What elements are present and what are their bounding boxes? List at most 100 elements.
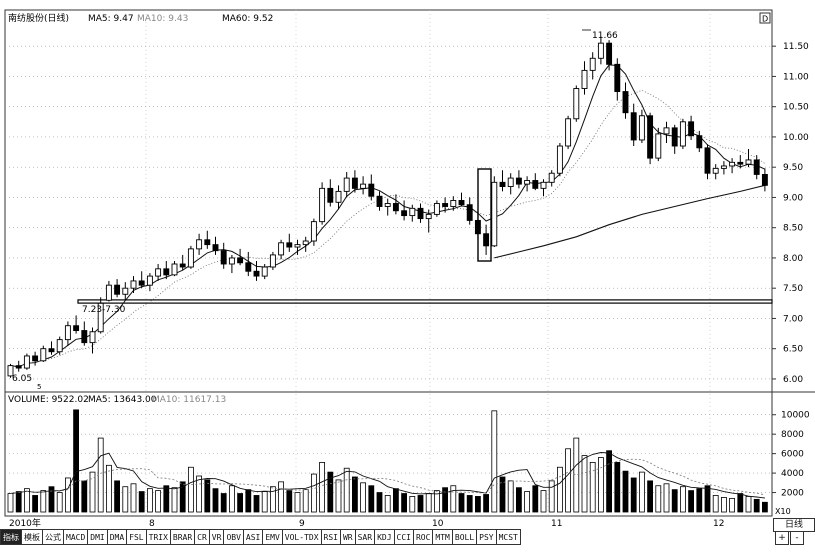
candle-body xyxy=(499,181,506,187)
indicator-tab[interactable]: VR xyxy=(209,529,225,545)
volume-bar xyxy=(106,464,112,513)
candle-body xyxy=(622,91,629,114)
price-tick-label: 10.00 xyxy=(783,133,809,143)
volume-bar xyxy=(417,495,424,513)
candle-body xyxy=(81,330,88,344)
month-label-oct: 10 xyxy=(432,519,444,529)
indicator-tab[interactable]: ASI xyxy=(243,529,264,545)
candle-body xyxy=(573,88,580,120)
candle-body xyxy=(245,262,252,272)
candle-body xyxy=(97,302,104,333)
indicator-tab[interactable]: TRIX xyxy=(146,529,171,545)
candle-body xyxy=(524,180,531,185)
candle-body xyxy=(228,257,235,265)
volume-bar xyxy=(507,480,514,513)
candle-body xyxy=(269,254,276,268)
month-label-nov: 11 xyxy=(551,519,562,529)
candle-body xyxy=(401,210,408,217)
price-tick-label: 6.50 xyxy=(783,345,803,355)
zoom-in-button[interactable]: + xyxy=(775,531,789,545)
indicator-tab[interactable]: VOL-TDX xyxy=(282,529,322,545)
indicator-tab[interactable]: OBV xyxy=(224,529,244,545)
candle-body xyxy=(278,242,285,256)
volume-bar xyxy=(343,467,350,513)
month-label-sep: 9 xyxy=(299,519,305,529)
volume-bar xyxy=(228,485,235,513)
candle-body xyxy=(589,57,596,71)
volume-bar xyxy=(483,494,490,513)
low-annotation: 6.05 xyxy=(12,374,32,384)
candle-body xyxy=(671,127,678,147)
indicator-tab[interactable]: BOLL xyxy=(452,529,478,545)
volume-bar xyxy=(48,486,55,513)
volume-ma10-line xyxy=(10,458,765,496)
volume-bar xyxy=(360,482,367,513)
volume-bar xyxy=(81,480,88,513)
candle-body xyxy=(696,135,703,149)
frequency-label[interactable]: 日线 xyxy=(773,518,815,532)
indicator-tab[interactable]: 公式 xyxy=(43,529,64,545)
volume-tick-label: 4000 xyxy=(781,469,804,479)
volume-bar xyxy=(286,490,293,513)
volume-bar xyxy=(573,437,580,513)
candle-body xyxy=(712,167,719,174)
volume-bar xyxy=(433,490,440,513)
candle-body xyxy=(729,161,736,167)
corner-box[interactable] xyxy=(759,12,771,24)
candle-body xyxy=(294,244,301,248)
indicator-tab[interactable]: MCST xyxy=(496,529,521,545)
candle-body xyxy=(556,145,563,174)
candle-body xyxy=(663,127,670,135)
candle-body xyxy=(171,263,178,276)
indicator-tab[interactable]: MACD xyxy=(64,529,89,545)
indicator-tab[interactable]: SAR xyxy=(355,529,376,545)
volume-bar xyxy=(466,495,473,513)
indicator-tab[interactable]: WR xyxy=(340,529,356,545)
indicator-tab[interactable]: KDJ xyxy=(375,529,395,545)
zone-annotation: 7.23-7.30 xyxy=(82,305,126,315)
indicator-tab[interactable]: BRAR xyxy=(170,529,196,545)
volume-ma5-label: MA5: 13643.00 xyxy=(88,395,157,405)
candle-body xyxy=(606,42,613,65)
ma10-line xyxy=(10,89,766,368)
volume-bar xyxy=(294,492,301,513)
candle-body xyxy=(335,190,342,203)
volume-bar xyxy=(7,493,14,513)
volume-bar xyxy=(516,487,522,513)
volume-bar xyxy=(442,487,449,513)
indicator-tab[interactable]: CR xyxy=(195,529,210,545)
candle-body xyxy=(458,200,465,206)
candle-body xyxy=(310,221,317,242)
volume-bar xyxy=(335,479,342,513)
indicator-tab[interactable]: EMV xyxy=(263,529,283,545)
volume-bar xyxy=(409,496,416,513)
candle-body xyxy=(105,284,112,301)
indicator-tab[interactable]: CCI xyxy=(394,529,414,545)
ma60-label: MA60: 9.52 xyxy=(222,14,273,24)
volume-label: VOLUME: 9522.02 xyxy=(8,395,89,405)
indicator-tab[interactable]: PSY xyxy=(477,529,497,545)
candlestick-series xyxy=(7,36,768,378)
indicator-tab[interactable]: 模板 xyxy=(22,529,43,545)
volume-bar xyxy=(23,488,30,513)
volume-bar xyxy=(392,488,399,513)
candle-body xyxy=(442,203,449,207)
indicator-tab[interactable]: DMA xyxy=(107,529,128,545)
volume-bar xyxy=(269,486,276,513)
indicator-tab[interactable]: DMI xyxy=(88,529,108,545)
candle-body xyxy=(515,177,522,185)
zoom-out-button[interactable]: - xyxy=(790,531,804,545)
volume-bar xyxy=(40,490,47,513)
indicator-tab[interactable]: FSL xyxy=(127,529,147,545)
indicator-tab[interactable]: 指标 xyxy=(0,529,22,545)
volume-bar xyxy=(557,466,563,513)
indicator-tab[interactable]: MTM xyxy=(433,529,453,545)
indicator-tab[interactable]: ROC xyxy=(413,529,434,545)
candle-body xyxy=(614,63,621,93)
volume-bar xyxy=(89,471,96,513)
volume-ma5-line xyxy=(10,452,765,499)
candle-body xyxy=(540,181,547,189)
indicator-tab[interactable]: RSI xyxy=(321,529,341,545)
candle-body xyxy=(89,331,96,344)
